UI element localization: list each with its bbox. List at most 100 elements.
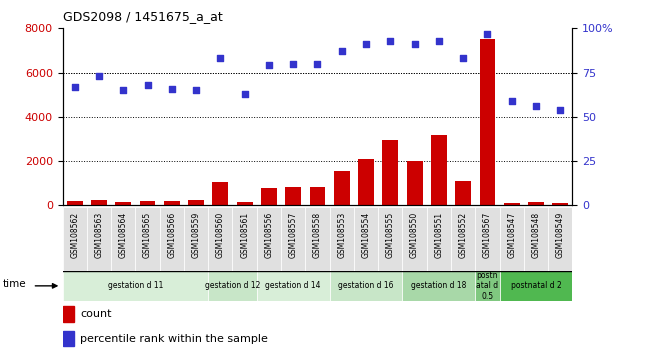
Text: GSM108547: GSM108547: [507, 212, 517, 258]
Bar: [111, 207, 136, 271]
Bar: [524, 207, 548, 271]
Text: time: time: [3, 279, 27, 289]
Bar: [455, 181, 471, 205]
Bar: [480, 39, 495, 205]
Point: [458, 56, 468, 61]
Point: [118, 87, 128, 93]
Point: [166, 86, 177, 91]
Text: GSM108564: GSM108564: [118, 212, 128, 258]
Bar: [407, 161, 422, 205]
Bar: [87, 207, 111, 271]
Bar: [286, 187, 301, 205]
Bar: [213, 182, 228, 205]
Bar: [257, 207, 281, 271]
Text: GSM108562: GSM108562: [70, 212, 79, 258]
Point: [385, 38, 395, 44]
Bar: [136, 207, 160, 271]
Point: [191, 87, 201, 93]
Bar: [115, 202, 131, 205]
Bar: [403, 207, 427, 271]
Text: postnatal d 2: postnatal d 2: [511, 281, 561, 290]
Text: gestation d 18: gestation d 18: [411, 281, 467, 290]
Bar: [330, 271, 403, 301]
Text: gestation d 12: gestation d 12: [205, 281, 260, 290]
Point: [361, 41, 371, 47]
Text: GSM108567: GSM108567: [483, 212, 492, 258]
Bar: [382, 140, 398, 205]
Point: [555, 107, 566, 113]
Bar: [63, 331, 74, 347]
Text: GSM108553: GSM108553: [338, 212, 346, 258]
Point: [69, 84, 80, 90]
Point: [264, 63, 274, 68]
Point: [507, 98, 517, 104]
Bar: [475, 207, 499, 271]
Text: GSM108551: GSM108551: [434, 212, 443, 258]
Bar: [504, 203, 520, 205]
Text: GSM108548: GSM108548: [532, 212, 540, 258]
Text: GSM108565: GSM108565: [143, 212, 152, 258]
Bar: [63, 207, 87, 271]
Text: GSM108563: GSM108563: [95, 212, 103, 258]
Text: gestation d 14: gestation d 14: [265, 281, 321, 290]
Text: GSM108549: GSM108549: [556, 212, 565, 258]
Text: gestation d 11: gestation d 11: [108, 281, 163, 290]
Bar: [257, 271, 330, 301]
Text: GSM108557: GSM108557: [289, 212, 297, 258]
Bar: [548, 207, 572, 271]
Text: GSM108561: GSM108561: [240, 212, 249, 258]
Bar: [261, 188, 277, 205]
Text: percentile rank within the sample: percentile rank within the sample: [80, 333, 268, 344]
Point: [531, 103, 542, 109]
Bar: [281, 207, 305, 271]
Bar: [237, 202, 253, 205]
Bar: [553, 203, 569, 205]
Bar: [208, 207, 232, 271]
Bar: [310, 187, 325, 205]
Bar: [528, 202, 544, 205]
Bar: [330, 207, 354, 271]
Bar: [358, 159, 374, 205]
Bar: [475, 271, 499, 301]
Bar: [91, 200, 107, 205]
Bar: [160, 207, 184, 271]
Bar: [378, 207, 403, 271]
Bar: [431, 135, 447, 205]
Bar: [403, 271, 475, 301]
Bar: [188, 200, 204, 205]
Point: [313, 61, 323, 67]
Text: GSM108566: GSM108566: [167, 212, 176, 258]
Text: GSM108559: GSM108559: [191, 212, 201, 258]
Point: [434, 38, 444, 44]
Text: GSM108555: GSM108555: [386, 212, 395, 258]
Point: [142, 82, 153, 88]
Bar: [499, 207, 524, 271]
Bar: [334, 171, 349, 205]
Text: postn
atal d
0.5: postn atal d 0.5: [476, 271, 499, 301]
Bar: [63, 306, 74, 322]
Point: [288, 61, 299, 67]
Bar: [427, 207, 451, 271]
Bar: [208, 271, 257, 301]
Text: GDS2098 / 1451675_a_at: GDS2098 / 1451675_a_at: [63, 10, 222, 23]
Bar: [63, 271, 208, 301]
Bar: [139, 201, 155, 205]
Bar: [354, 207, 378, 271]
Bar: [184, 207, 208, 271]
Point: [482, 31, 493, 36]
Text: GSM108554: GSM108554: [361, 212, 370, 258]
Text: count: count: [80, 309, 112, 319]
Bar: [305, 207, 330, 271]
Text: GSM108560: GSM108560: [216, 212, 225, 258]
Bar: [499, 271, 572, 301]
Text: GSM108552: GSM108552: [459, 212, 468, 258]
Bar: [451, 207, 475, 271]
Bar: [66, 201, 82, 205]
Text: GSM108556: GSM108556: [265, 212, 274, 258]
Text: GSM108558: GSM108558: [313, 212, 322, 258]
Point: [336, 48, 347, 54]
Text: gestation d 16: gestation d 16: [338, 281, 393, 290]
Point: [215, 56, 226, 61]
Text: GSM108550: GSM108550: [410, 212, 419, 258]
Point: [409, 41, 420, 47]
